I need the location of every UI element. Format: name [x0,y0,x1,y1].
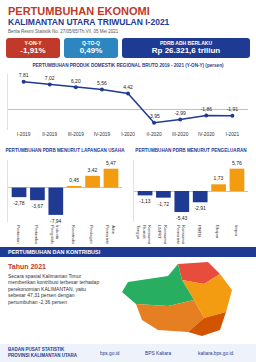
html-text:PERTUMBUHAN PDRB MENURUT LAPAN: PERTUMBUHAN PDRB MENURUT LAPANGAN USAHA [5,148,125,153]
svg-text:7,81: 7,81 [19,72,29,78]
svg-text:0,45: 0,45 [69,177,79,183]
svg-text:Ekspor: Ekspor [215,225,220,239]
html-text:Secara spasial Kalimantan Timu: Secara spasial Kalimantan Timur memberik… [8,273,100,305]
svg-text:-1,86: -1,86 [201,106,213,112]
html-text:Y-ON-Y: Y-ON-Y [24,40,42,46]
svg-text:7,02: 7,02 [45,75,55,81]
html-text:BPS Kaltara: BPS Kaltara [145,351,172,356]
html-text:BADAN PUSAT STATISTIK PROVINSI: BADAN PUSAT STATISTIK PROVINSI KALIMANTA… [8,347,78,358]
svg-text:II-2020: II-2020 [147,132,162,137]
html-text:Rp 26.321,6 triliun: Rp 26.321,6 triliun [151,46,221,55]
html-text:PERTUMBUHAN PRODUK DOMESTIK RE: PERTUMBUHAN PRODUK DOMESTIK REGIONAL BRU… [32,63,224,68]
svg-text:Pertambangan: Pertambangan [34,225,39,244]
svg-text:-1,91: -1,91 [227,106,239,112]
svg-text:-1,13: -1,13 [139,198,151,204]
html-text:Q-TO-Q: Q-TO-Q [82,40,100,46]
svg-text:PMTB: PMTB [197,225,202,237]
svg-text:Pertanian: Pertanian [16,225,21,244]
svg-text:-3,67: -3,67 [32,203,44,209]
svg-text:-5,43: -5,43 [176,215,188,221]
svg-text:Impor: Impor [234,225,239,237]
svg-text:IV-2020: IV-2020 [198,132,215,137]
html-text:bps.go.id: bps.go.id [100,351,120,356]
svg-text:-1,72: -1,72 [158,201,170,207]
svg-text:I-2020: I-2020 [121,132,135,137]
svg-text:Konstruksi: Konstruksi [71,225,76,244]
svg-text:-3,95: -3,95 [148,113,160,119]
svg-text:I-2019: I-2019 [17,132,31,137]
svg-text:5,56: 5,56 [97,80,107,86]
svg-text:5,47: 5,47 [106,160,116,166]
svg-text:-7,94: -7,94 [50,218,62,224]
html-text:PERTUMBUHAN EKONOMI: PERTUMBUHAN EKONOMI [8,5,150,17]
html-text:-1,91%: -1,91% [20,46,46,55]
svg-text:3,42: 3,42 [88,167,98,173]
svg-text:II-2019: II-2019 [42,132,57,137]
svg-text:Adm.Pemerintahan: Adm.Pemerintahan [105,225,116,244]
svg-text:-2,78: -2,78 [13,200,25,206]
svg-text:KonsumsiLNPRT: KonsumsiLNPRT [157,225,168,244]
html-text:0,49%: 0,49% [79,46,103,55]
svg-text:6,20: 6,20 [71,78,81,84]
svg-text:4,42: 4,42 [123,84,133,90]
svg-text:III-2020: III-2020 [172,132,189,137]
svg-text:IV-2019: IV-2019 [94,132,111,137]
svg-text:III-2019: III-2019 [68,132,85,137]
svg-text:-2,91: -2,91 [194,205,206,211]
html-text:PERTUMBUHAN DAN KONTRIBUSI: PERTUMBUHAN DAN KONTRIBUSI [8,249,101,255]
svg-text:I-2021: I-2021 [226,132,240,137]
html-text:Tahun 2021: Tahun 2021 [8,263,46,270]
svg-text:1,73: 1,73 [214,175,224,181]
svg-text:-2,99: -2,99 [174,110,186,116]
svg-text:IndustriPengolahan: IndustriPengolahan [50,225,61,244]
svg-text:KonsumsiPemerintah: KonsumsiPemerintah [176,225,187,244]
html-text:PERTUMBUHAN PDRB MENURUT PENGE: PERTUMBUHAN PDRB MENURUT PENGELUARAN [135,148,247,153]
svg-text:5,76: 5,76 [232,160,242,166]
svg-text:Perdagangan: Perdagangan [89,225,94,244]
html-text:Berita Resmi Statistik No. 27/: Berita Resmi Statistik No. 27/05/65/Th.V… [8,29,119,34]
html-text:PDRB ADH BERLAKU: PDRB ADH BERLAKU [160,40,212,46]
html-text:kaltara.bps.go.id: kaltara.bps.go.id [198,351,234,356]
svg-text:KonsumsiRumahTangga: KonsumsiRumahTangga [136,225,152,244]
html-text:KALIMANTAN UTARA TRIWULAN I-20: KALIMANTAN UTARA TRIWULAN I-2021 [8,17,170,27]
